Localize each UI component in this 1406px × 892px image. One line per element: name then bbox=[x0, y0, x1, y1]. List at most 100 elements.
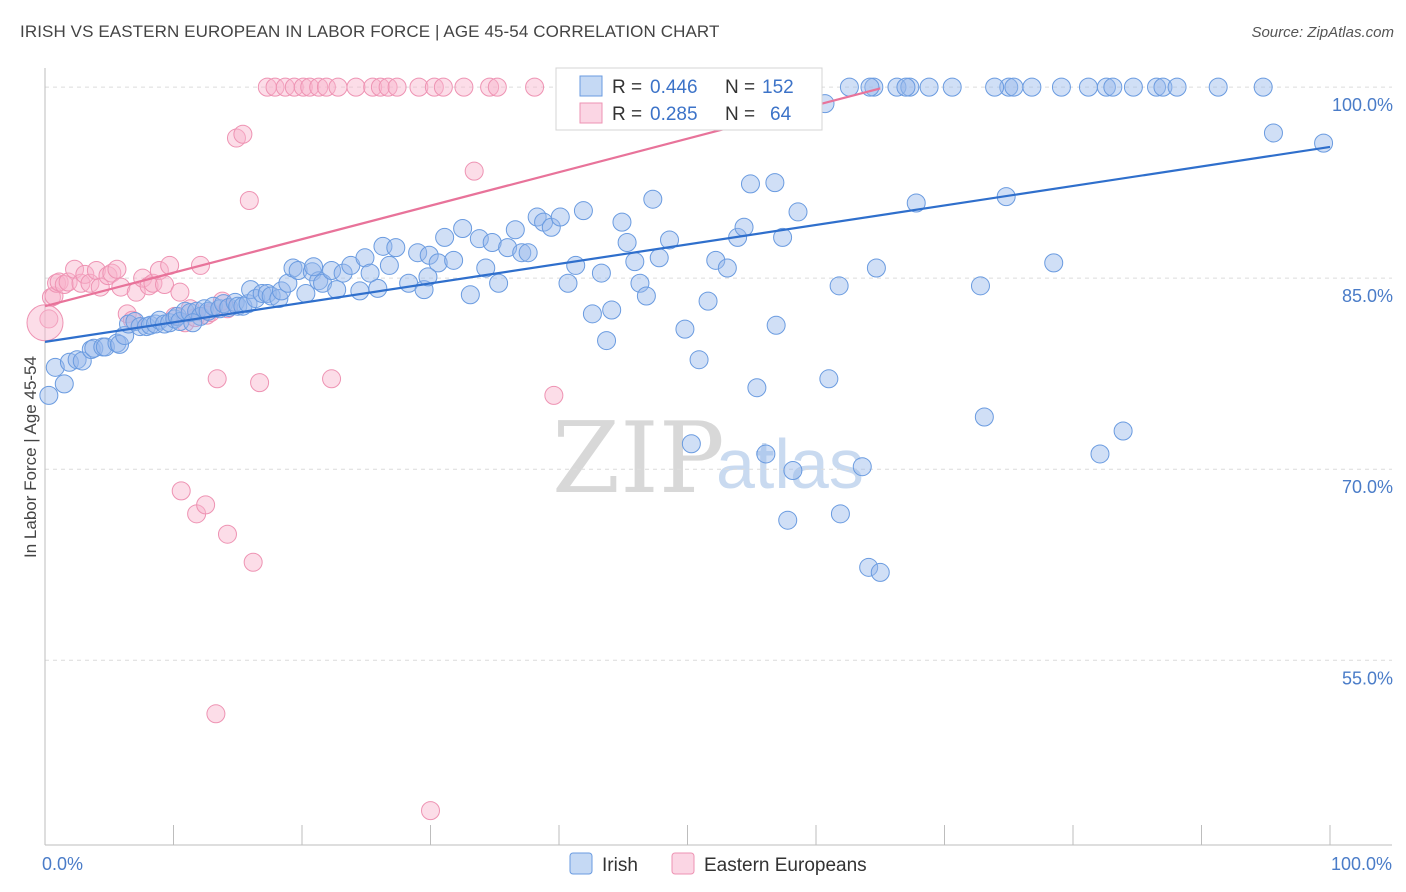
point-irish bbox=[783, 461, 803, 481]
point-eastern-european bbox=[207, 369, 227, 389]
legend-irish-n-value: 152 bbox=[762, 77, 794, 98]
y-tick-label: 70.0% bbox=[1342, 477, 1393, 497]
bottom-legend-irish: Irish bbox=[602, 855, 638, 876]
point-eastern-european bbox=[206, 704, 226, 724]
point-irish bbox=[859, 557, 879, 577]
point-irish bbox=[125, 311, 145, 331]
point-irish bbox=[322, 261, 342, 281]
point-irish bbox=[1103, 77, 1123, 97]
point-eastern-european bbox=[80, 273, 100, 293]
point-eastern-european bbox=[233, 124, 253, 144]
point-eastern-european bbox=[243, 552, 263, 572]
bottom-legend-swatch-irish bbox=[569, 852, 593, 875]
point-eastern-european bbox=[265, 77, 285, 97]
point-irish bbox=[675, 319, 695, 339]
point-irish bbox=[444, 250, 464, 270]
point-irish bbox=[435, 227, 455, 247]
point-irish bbox=[418, 267, 438, 287]
point-irish bbox=[453, 218, 473, 238]
legend-irish-n-label: N = bbox=[725, 77, 755, 98]
point-eastern-european bbox=[196, 495, 216, 515]
point-irish bbox=[636, 286, 656, 306]
y-tick-labels: 55.0% 70.0% 85.0% 100.0% bbox=[1332, 95, 1393, 688]
point-irish bbox=[681, 434, 701, 454]
x-tick-label-max: 100.0% bbox=[1331, 854, 1392, 874]
point-eastern-european bbox=[239, 190, 259, 210]
point-irish bbox=[566, 255, 586, 275]
point-irish bbox=[476, 258, 496, 278]
point-irish bbox=[747, 378, 767, 398]
point-eastern-european bbox=[86, 261, 106, 281]
point-irish bbox=[612, 212, 632, 232]
series-legend: Irish Eastern Europeans bbox=[569, 852, 867, 876]
point-irish bbox=[1044, 253, 1064, 273]
point-irish bbox=[970, 276, 990, 296]
point-irish bbox=[271, 281, 291, 301]
point-irish bbox=[498, 238, 518, 258]
stats-legend: R = 0.446 N = 152 R = 0.285 N = 64 bbox=[555, 67, 823, 131]
point-eastern-european bbox=[316, 77, 336, 97]
point-eastern-european bbox=[387, 77, 407, 97]
point-irish bbox=[1022, 77, 1042, 97]
point-irish bbox=[269, 289, 289, 309]
y-tick-label: 100.0% bbox=[1332, 95, 1393, 115]
legend-ee-r-value: 0.285 bbox=[650, 104, 698, 125]
point-eastern-european bbox=[454, 77, 474, 97]
grid-lines bbox=[45, 86, 1392, 661]
point-irish bbox=[689, 350, 709, 370]
point-irish bbox=[304, 257, 324, 277]
point-irish bbox=[839, 77, 859, 97]
chart-source: Source: ZipAtlas.com bbox=[1251, 24, 1394, 41]
point-eastern-european bbox=[107, 259, 127, 279]
point-irish bbox=[1153, 77, 1173, 97]
point-eastern-european bbox=[346, 77, 366, 97]
point-irish bbox=[1096, 77, 1116, 97]
point-irish bbox=[183, 313, 203, 333]
point-irish bbox=[54, 374, 74, 394]
trend-line-irish bbox=[44, 145, 1331, 343]
point-irish bbox=[906, 193, 926, 213]
point-irish bbox=[896, 77, 916, 97]
point-irish bbox=[617, 233, 637, 253]
point-eastern-european bbox=[170, 282, 190, 302]
point-irish bbox=[734, 217, 754, 237]
point-eastern-european bbox=[480, 77, 500, 97]
point-irish bbox=[582, 304, 602, 324]
point-irish bbox=[717, 258, 737, 278]
point-irish bbox=[597, 331, 617, 351]
point-irish bbox=[550, 207, 570, 227]
point-irish bbox=[919, 77, 939, 97]
point-irish bbox=[649, 248, 669, 268]
point-irish bbox=[985, 77, 1005, 97]
point-irish bbox=[765, 173, 785, 193]
y-tick-label: 55.0% bbox=[1342, 668, 1393, 688]
point-eastern-european bbox=[102, 263, 122, 283]
point-irish bbox=[1051, 77, 1071, 97]
point-irish bbox=[1147, 77, 1167, 97]
point-irish bbox=[1208, 77, 1228, 97]
watermark-zip: ZIP bbox=[552, 402, 725, 516]
legend-irish-r-label: R = bbox=[612, 77, 642, 98]
point-eastern-european bbox=[65, 259, 85, 279]
point-irish bbox=[756, 444, 776, 464]
watermark-atlas: atlas bbox=[716, 425, 864, 503]
point-eastern-european bbox=[370, 77, 390, 97]
point-irish bbox=[1113, 421, 1133, 441]
legend-swatch-ee bbox=[579, 102, 603, 124]
point-eastern-european bbox=[363, 77, 383, 97]
point-eastern-european bbox=[544, 385, 564, 405]
point-eastern-european bbox=[421, 801, 440, 821]
point-irish bbox=[866, 258, 886, 278]
point-irish bbox=[830, 504, 850, 524]
point-irish bbox=[278, 273, 298, 293]
point-irish bbox=[428, 253, 448, 273]
point-irish bbox=[1123, 77, 1143, 97]
point-irish bbox=[1090, 444, 1110, 464]
point-irish bbox=[505, 220, 525, 240]
point-eastern-european bbox=[171, 481, 191, 501]
legend-ee-r-label: R = bbox=[612, 104, 642, 125]
point-irish bbox=[350, 281, 370, 301]
point-irish bbox=[469, 229, 489, 249]
point-eastern-european bbox=[217, 524, 237, 544]
point-eastern-european bbox=[250, 373, 270, 393]
